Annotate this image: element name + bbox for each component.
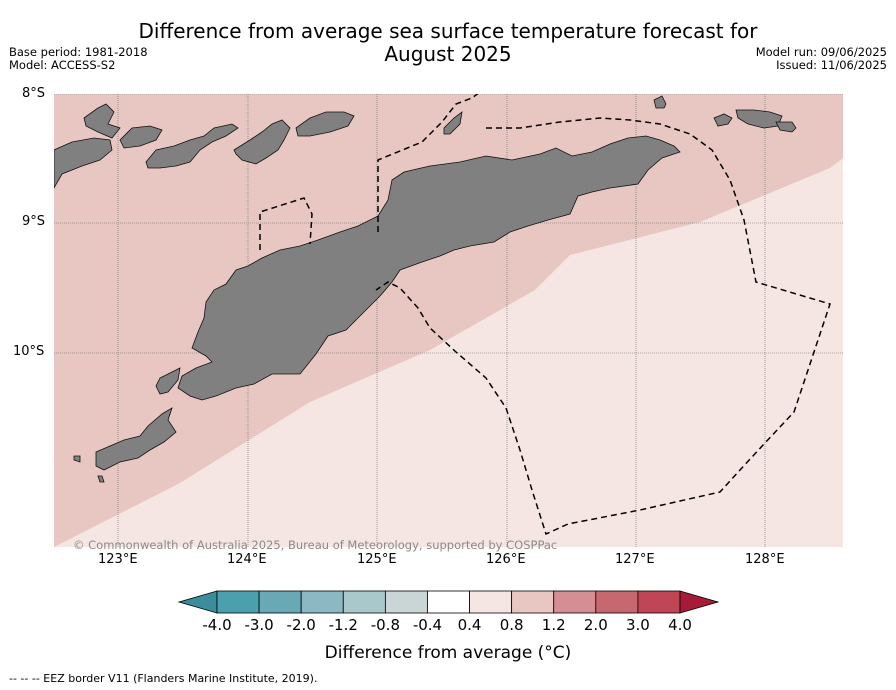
alor-island (54, 137, 113, 189)
land (54, 95, 797, 483)
atauro-island (295, 111, 355, 137)
copyright-notice: © Commonwealth of Australia 2025, Bureau… (73, 538, 558, 552)
meta-right: Model run: 09/06/2025 Issued: 11/06/2025 (756, 46, 887, 72)
colorbar-segment (300, 590, 344, 614)
eez-footnote: -- -- -- EEZ border V11 (Flanders Marine… (9, 672, 318, 685)
leti-island (713, 113, 733, 127)
timor-island (177, 135, 681, 401)
colorbar-tick-label: 4.0 (668, 616, 692, 634)
colorbar-tick-label: 2.0 (583, 616, 608, 634)
island-d (145, 123, 239, 169)
colorbar-tick-label: -0.4 (412, 616, 443, 634)
lakor-island (775, 121, 797, 133)
colorbar-segment (511, 590, 555, 614)
meta-left: Base period: 1981-2018 Model: ACCESS-S2 (9, 46, 148, 72)
semau-island (155, 367, 181, 395)
colorbar-segment (595, 590, 639, 614)
colorbar-segment (427, 590, 470, 614)
colorbar-extend-low (177, 590, 218, 614)
colorbar-label: Difference from average (°C) (324, 643, 572, 663)
colorbar-segment (637, 590, 681, 614)
lon-label-126e: 126°E (486, 552, 526, 567)
lat-label-10s: 10°S (13, 344, 45, 359)
wetar-island (233, 119, 291, 165)
lembata-island (119, 125, 163, 149)
kisar-island (653, 95, 667, 109)
title-line-2: August 2025 (384, 42, 512, 66)
colorbar-segment (553, 590, 597, 614)
eez-border (375, 94, 831, 536)
lon-label-123e: 123°E (98, 552, 138, 567)
chart-title: Difference from average sea surface temp… (0, 20, 896, 66)
colorbar-tick-label: 0.8 (499, 616, 524, 634)
colorbar-tick-label: -1.2 (328, 616, 358, 634)
colorbar-tick-label: 0.4 (457, 616, 482, 634)
lon-label-125e: 125°E (357, 552, 397, 567)
colorbar-tick-label: -2.0 (286, 616, 316, 634)
colorbar-segment (342, 590, 386, 614)
colorbar-tick-label: 1.2 (541, 616, 566, 634)
base-period: Base period: 1981-2018 (9, 45, 148, 59)
model-run: Model run: 09/06/2025 (755, 45, 887, 59)
lat-label-8s: 8°S (22, 86, 46, 101)
colorbar-tick-label: -0.8 (370, 616, 400, 634)
ndao-island (73, 455, 81, 463)
colorbar-tick-label: 3.0 (625, 616, 650, 634)
rote-island (95, 407, 177, 471)
colorbar-extend-high (679, 590, 720, 614)
lon-label-124e: 124°E (227, 552, 267, 567)
anomaly-region-lighter (54, 158, 843, 547)
colorbar-tick-label: -4.0 (202, 616, 232, 634)
eez-border-west (259, 197, 313, 250)
model-name: Model: ACCESS-S2 (9, 58, 116, 72)
colorbar-segment (469, 590, 513, 614)
lon-label-127e: 127°E (615, 552, 655, 567)
colorbar-segment (216, 590, 260, 614)
romang-island (443, 111, 463, 135)
colorbar-segment (258, 590, 302, 614)
title-line-1: Difference from average sea surface temp… (138, 19, 758, 43)
small-island-b (97, 475, 105, 483)
lat-label-9s: 9°S (22, 214, 46, 229)
pantar-island (83, 103, 121, 139)
colorbar-segment (384, 590, 428, 614)
colorbar-tick-label: -3.0 (244, 616, 274, 634)
lon-label-128e: 128°E (745, 552, 785, 567)
issued-date: Issued: 11/06/2025 (776, 58, 887, 72)
